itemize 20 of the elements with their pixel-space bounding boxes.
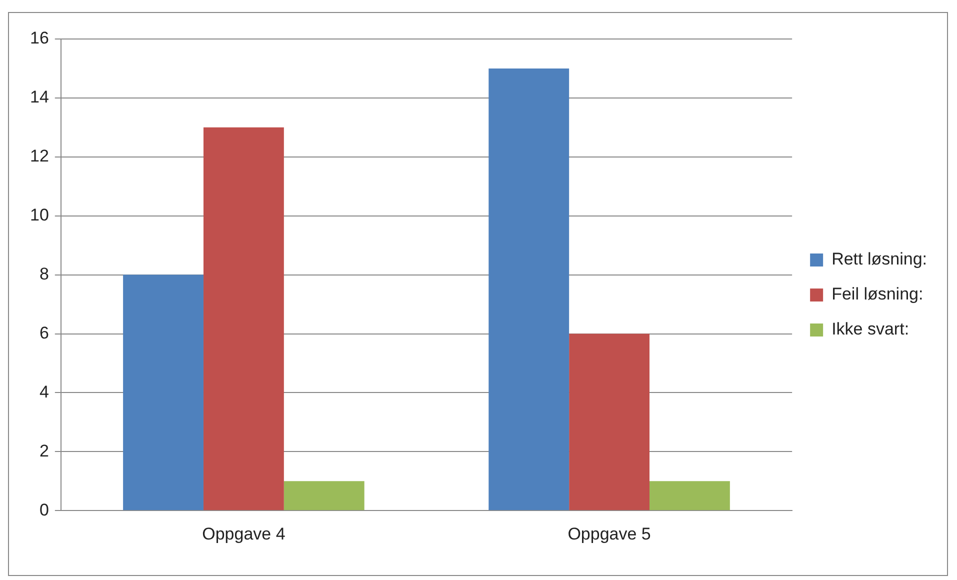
y-tick-label: 12 xyxy=(30,146,49,166)
bar xyxy=(203,127,284,510)
x-tick-label: Oppgave 4 xyxy=(202,524,286,544)
y-tick-label: 4 xyxy=(39,382,49,402)
bar xyxy=(649,481,730,510)
y-tick-label: 0 xyxy=(39,500,49,520)
bar xyxy=(123,274,204,510)
y-tick-label: 16 xyxy=(30,28,49,48)
bar xyxy=(284,481,364,510)
legend-label: Feil løsning: xyxy=(832,284,924,304)
bar xyxy=(569,334,650,510)
y-tick-label: 6 xyxy=(39,323,49,342)
bar xyxy=(488,68,570,510)
y-tick-label: 2 xyxy=(39,441,49,460)
y-tick-label: 14 xyxy=(30,88,49,107)
legend-label: Ikke svart: xyxy=(832,320,910,339)
y-tick-label: 8 xyxy=(39,264,49,284)
legend-label: Rett løsning: xyxy=(832,250,928,269)
y-tick-label: 10 xyxy=(30,206,49,225)
x-tick-label: Oppgave 5 xyxy=(568,524,651,544)
